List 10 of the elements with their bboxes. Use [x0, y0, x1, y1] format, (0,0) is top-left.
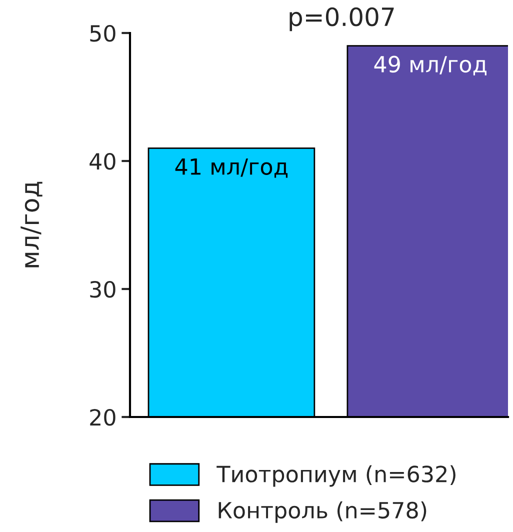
y-tick-label: 40 [90, 152, 116, 170]
legend-label: Контроль (n=578) [218, 501, 426, 523]
y-axis-title: мл/год [20, 182, 42, 268]
y-tick-label: 20 [90, 408, 116, 426]
text: p=0.007 [290, 7, 394, 32]
y-tick-label: 50 [90, 24, 116, 42]
data-label: 41 мл/год [175, 158, 288, 178]
legend-label: Тиотропиум (n=632) [216, 465, 456, 487]
data-label: 49 мл/год [374, 56, 486, 76]
y-tick-label: 30 [90, 280, 116, 298]
